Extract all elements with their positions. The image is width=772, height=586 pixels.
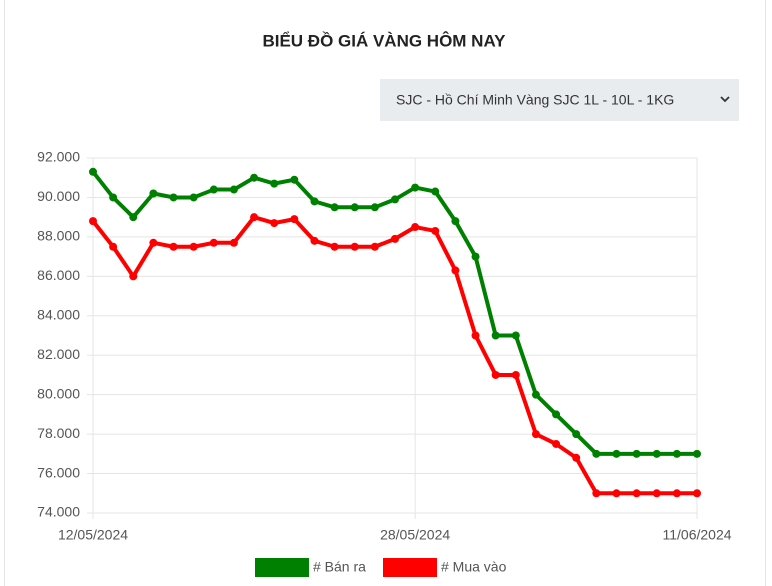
- point: [451, 217, 460, 226]
- point: [491, 370, 500, 379]
- point: [129, 213, 138, 222]
- point: [229, 185, 238, 194]
- point: [109, 242, 118, 251]
- point: [511, 331, 520, 340]
- y-tick-label: 84.000: [37, 306, 80, 322]
- point: [370, 242, 379, 251]
- point: [129, 272, 138, 281]
- point: [632, 449, 641, 458]
- chart-title: BIỂU ĐỒ GIÁ VÀNG HÔM NAY: [262, 31, 506, 50]
- point: [531, 430, 540, 439]
- point: [169, 242, 178, 251]
- point: [672, 449, 681, 458]
- point: [350, 203, 359, 212]
- point: [491, 331, 500, 340]
- y-tick-label: 76.000: [37, 464, 80, 480]
- point: [310, 197, 319, 206]
- selector-box[interactable]: [380, 79, 739, 121]
- y-tick-label: 82.000: [37, 346, 80, 362]
- y-tick-label: 90.000: [37, 188, 80, 204]
- point: [612, 449, 621, 458]
- point: [612, 489, 621, 498]
- point: [391, 195, 399, 204]
- point: [149, 189, 158, 198]
- point: [693, 449, 701, 458]
- y-tick-label: 78.000: [37, 425, 80, 441]
- point: [471, 331, 480, 340]
- point: [592, 489, 601, 498]
- point: [572, 453, 581, 462]
- point: [391, 234, 399, 243]
- point: [209, 238, 218, 247]
- point: [109, 193, 118, 202]
- point: [431, 187, 440, 196]
- y-tick-label: 80.000: [37, 385, 80, 401]
- point: [330, 203, 339, 212]
- x-tick-label: 28/05/2024: [380, 527, 450, 543]
- chevron[interactable]: [720, 96, 730, 103]
- point: [411, 183, 420, 192]
- point: [290, 215, 299, 224]
- point: [290, 175, 299, 184]
- point: [189, 193, 198, 202]
- y-tick-label: 92.000: [37, 149, 80, 165]
- point: [350, 242, 359, 251]
- x-tick-label: 12/05/2024: [58, 527, 128, 543]
- point: [652, 489, 661, 498]
- point: [592, 449, 601, 458]
- point: [209, 185, 218, 194]
- point: [552, 410, 561, 419]
- selector[interactable]: SJC - Hồ Chí Minh Vàng SJC 1L - 10L - 1K…: [380, 79, 739, 121]
- point: [411, 223, 420, 232]
- x-tick-label: 11/06/2024: [662, 527, 731, 543]
- point: [511, 370, 520, 379]
- selector-text[interactable]: SJC - Hồ Chí Minh Vàng SJC 1L - 10L - 1K…: [396, 92, 674, 108]
- point: [89, 167, 97, 176]
- point: [270, 179, 279, 188]
- legend-swatch[interactable]: [255, 558, 309, 577]
- point: [229, 238, 238, 247]
- point: [632, 489, 641, 498]
- y-tick-label: 74.000: [37, 504, 80, 520]
- y-tick-label: 86.000: [37, 267, 80, 283]
- legend-swatch[interactable]: [383, 558, 437, 577]
- point: [552, 439, 561, 448]
- point: [471, 252, 480, 261]
- legend-label[interactable]: # Mua vào: [441, 559, 507, 575]
- legend-label[interactable]: # Bán ra: [313, 559, 366, 575]
- point: [572, 430, 581, 439]
- point: [652, 449, 661, 458]
- point: [149, 238, 158, 247]
- point: [189, 242, 198, 251]
- point: [431, 226, 440, 235]
- point: [250, 173, 259, 182]
- point: [370, 203, 379, 212]
- point: [693, 489, 701, 498]
- y-tick-label: 88.000: [37, 228, 80, 244]
- point: [169, 193, 178, 202]
- point: [89, 217, 97, 226]
- point: [310, 236, 319, 245]
- point: [270, 219, 279, 228]
- point: [531, 390, 540, 399]
- point: [330, 242, 339, 251]
- point: [451, 266, 460, 275]
- point: [250, 213, 259, 222]
- point: [672, 489, 681, 498]
